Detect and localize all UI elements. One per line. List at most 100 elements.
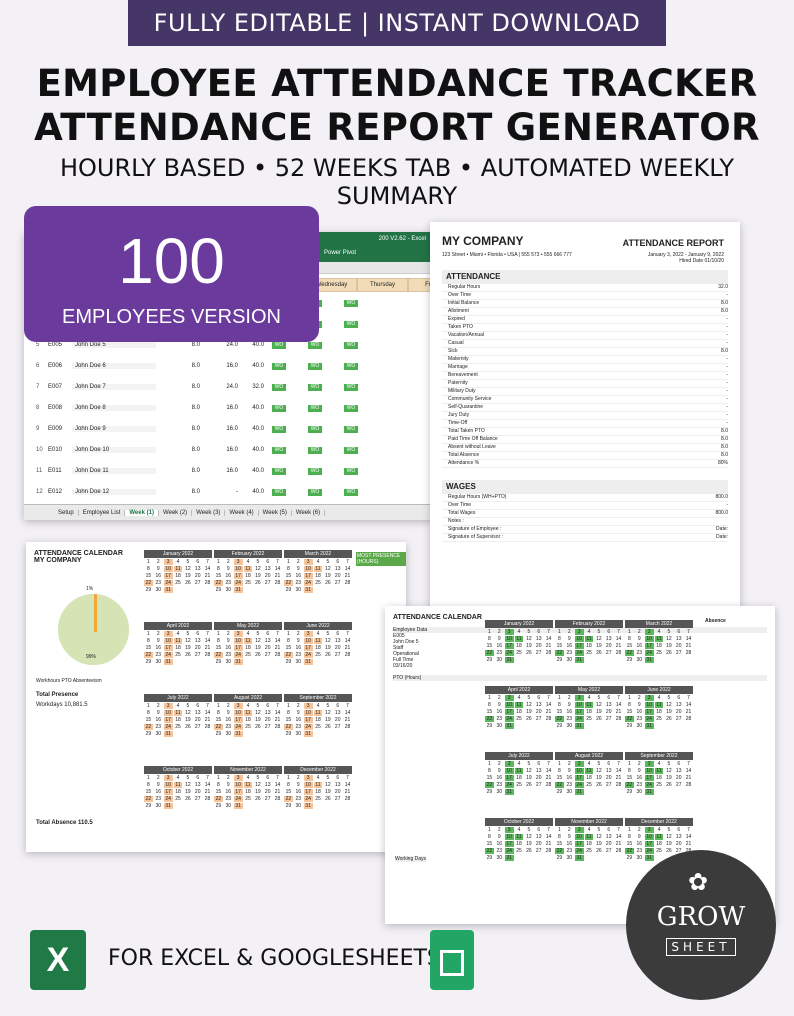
- excel-cell[interactable]: E011: [48, 468, 62, 474]
- wo-cell[interactable]: WO: [308, 425, 322, 433]
- excel-cell[interactable]: 8.0: [191, 405, 200, 411]
- power-pivot[interactable]: Power Pivot: [324, 250, 357, 256]
- wo-cell[interactable]: WO: [308, 404, 322, 412]
- sheet-tab-active[interactable]: Week (1): [125, 509, 159, 516]
- wo-cell[interactable]: WO: [308, 446, 322, 454]
- excel-cell[interactable]: E008: [48, 405, 63, 411]
- excel-cell[interactable]: 16.0: [226, 363, 238, 369]
- excel-cell[interactable]: John Doe 9: [72, 426, 156, 432]
- excel-row: 5 E005 John Doe 5 8.0 24.0 40.0 WO WO WO: [36, 340, 434, 350]
- excel-cell[interactable]: 16.0: [226, 426, 238, 432]
- calendar-company: MY COMPANY: [34, 557, 82, 564]
- excel-cell[interactable]: E010: [48, 447, 63, 453]
- wo-cell[interactable]: WO: [344, 446, 358, 454]
- wo-cell[interactable]: WO: [272, 383, 286, 391]
- wo-cell[interactable]: WO: [344, 467, 358, 475]
- wo-cell[interactable]: WO: [344, 488, 358, 496]
- wo-cell[interactable]: WO: [272, 467, 286, 475]
- wo-cell[interactable]: WO: [308, 383, 322, 391]
- month-calendar: November 2022 1 2 3 4 5 6 7 8 9 10 11 12 13 14 15 16 17 18…: [214, 766, 282, 809]
- sheet-tab[interactable]: Week (4): [225, 509, 259, 516]
- wo-cell[interactable]: WO: [344, 404, 358, 412]
- month-calendar: March 2022 1 2 3 4 5 6 7 8 9 10 11 12 13 14 15 16 17 18 19 2…: [625, 620, 693, 663]
- wo-cell[interactable]: WO: [308, 362, 322, 370]
- excel-cell[interactable]: 10: [36, 447, 43, 453]
- excel-cell[interactable]: 8.0: [191, 426, 200, 432]
- excel-cell[interactable]: 40.0: [252, 426, 264, 432]
- excel-cell[interactable]: 6: [36, 363, 40, 369]
- sheet-tab[interactable]: Week (3): [192, 509, 226, 516]
- line-total: 8.0: [721, 348, 728, 354]
- month-calendar: May 2022 1 2 3 4 5 6 7 8 9 10 11 12 13 14 15 16 17 18 19 20 2…: [214, 622, 282, 665]
- wo-cell[interactable]: WO: [272, 362, 286, 370]
- emp-dept: Operational: [393, 651, 419, 657]
- wo-cell[interactable]: WO: [344, 299, 358, 307]
- wo-cell[interactable]: WO: [344, 341, 358, 349]
- date-range: January 3, 2022 - January 9, 2022: [647, 252, 724, 258]
- excel-cell[interactable]: E005: [48, 342, 63, 348]
- excel-cell[interactable]: 8.0: [191, 342, 200, 348]
- line-total: 800.0: [715, 494, 728, 500]
- excel-cell[interactable]: 8: [36, 405, 40, 411]
- wo-cell[interactable]: WO: [308, 488, 322, 496]
- sheet-tab[interactable]: Week (2): [159, 509, 193, 516]
- month-calendar: June 2022 1 2 3 4 5 6 7 8 9 10 11 12 13 14 15 16 17 18 19 20…: [284, 622, 352, 665]
- excel-cell[interactable]: 8.0: [191, 468, 200, 474]
- excel-cell[interactable]: 40.0: [252, 363, 264, 369]
- wo-cell[interactable]: WO: [272, 488, 286, 496]
- month-calendar: August 2022 1 2 3 4 5 6 7 8 9 10 11 12 13 14 15 16 17 18 19…: [214, 694, 282, 737]
- excel-cell[interactable]: 16.0: [226, 405, 238, 411]
- wo-cell[interactable]: WO: [272, 425, 286, 433]
- month-header: September 2022: [625, 752, 693, 760]
- excel-cell[interactable]: E012: [48, 489, 63, 495]
- excel-cell[interactable]: 24.0: [226, 384, 238, 390]
- excel-cell[interactable]: 8.0: [191, 363, 200, 369]
- excel-cell[interactable]: 40.0: [252, 489, 264, 495]
- line-total: -: [726, 316, 728, 322]
- month-calendar: July 2022 1 2 3 4 5 6 7 8 9 10 11 12 13 14 15 16 17 18 19 20…: [144, 694, 212, 737]
- excel-cell[interactable]: John Doe 6: [72, 363, 156, 369]
- excel-cell[interactable]: 8.0: [191, 384, 200, 390]
- excel-cell[interactable]: 12: [36, 489, 43, 495]
- excel-cell[interactable]: 40.0: [252, 447, 264, 453]
- excel-cell[interactable]: 8.0: [191, 489, 200, 495]
- excel-cell[interactable]: John Doe 5: [72, 342, 156, 348]
- excel-cell[interactable]: 40.0: [252, 468, 264, 474]
- excel-cell[interactable]: E006: [48, 363, 63, 369]
- excel-cell[interactable]: 16.0: [226, 468, 238, 474]
- wo-cell[interactable]: WO: [344, 425, 358, 433]
- sheet-tab[interactable]: Week (6): [292, 509, 326, 516]
- excel-cell[interactable]: E009: [48, 426, 63, 432]
- wo-cell[interactable]: WO: [272, 446, 286, 454]
- wo-cell[interactable]: WO: [272, 341, 286, 349]
- wo-cell[interactable]: WO: [344, 362, 358, 370]
- sheet-tab[interactable]: Employee List: [79, 509, 126, 516]
- logo-sheet: SHEET: [666, 938, 736, 956]
- wo-cell[interactable]: WO: [344, 320, 358, 328]
- excel-cell[interactable]: -: [236, 489, 238, 495]
- excel-cell[interactable]: E007: [48, 384, 63, 390]
- excel-cell[interactable]: 40.0: [252, 405, 264, 411]
- excel-cell[interactable]: 5: [36, 342, 40, 348]
- excel-cell[interactable]: 9: [36, 426, 40, 432]
- wo-cell[interactable]: WO: [272, 404, 286, 412]
- sheet-tab[interactable]: Setup: [54, 509, 79, 516]
- excel-cell[interactable]: 8.0: [191, 447, 200, 453]
- excel-cell[interactable]: John Doe 10: [72, 447, 156, 453]
- wo-cell[interactable]: WO: [308, 467, 322, 475]
- month-header: March 2022: [284, 550, 352, 558]
- excel-cell[interactable]: 32.0: [252, 384, 264, 390]
- wo-cell[interactable]: WO: [344, 383, 358, 391]
- sheet-tab[interactable]: Week (5): [259, 509, 292, 516]
- wo-cell[interactable]: WO: [308, 341, 322, 349]
- excel-cell[interactable]: John Doe 8: [72, 405, 156, 411]
- month-header: April 2022: [144, 622, 212, 630]
- excel-cell[interactable]: 16.0: [226, 447, 238, 453]
- excel-cell[interactable]: 7: [36, 384, 40, 390]
- excel-cell[interactable]: 40.0: [252, 342, 264, 348]
- excel-cell[interactable]: John Doe 11: [72, 468, 156, 474]
- excel-cell[interactable]: 11: [36, 468, 43, 474]
- excel-cell[interactable]: John Doe 12: [72, 489, 156, 495]
- excel-cell[interactable]: 24.0: [226, 342, 238, 348]
- excel-cell[interactable]: John Doe 7: [72, 384, 156, 390]
